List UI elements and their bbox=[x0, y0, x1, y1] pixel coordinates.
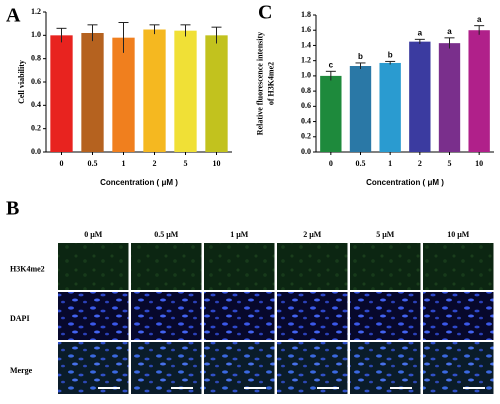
x-tick-label: 0.5 bbox=[88, 159, 98, 168]
y-tick-label: 0.0 bbox=[301, 147, 311, 156]
bar bbox=[379, 62, 401, 153]
y-tick-label: 1.6 bbox=[301, 25, 311, 34]
micrograph-tile bbox=[423, 243, 494, 290]
annotation: b bbox=[358, 52, 363, 61]
y-tick-label: 0.2 bbox=[31, 123, 41, 132]
micrograph-tile bbox=[58, 243, 129, 290]
annotation: a bbox=[477, 15, 482, 24]
micrograph-tile bbox=[277, 292, 348, 340]
error-bar bbox=[180, 24, 191, 37]
error-bar bbox=[474, 25, 485, 35]
bar bbox=[205, 35, 228, 153]
annotation: a bbox=[447, 27, 452, 36]
x-tick-label: 5 bbox=[448, 159, 452, 168]
micrograph-tile bbox=[131, 243, 202, 290]
annotation: c bbox=[329, 60, 334, 69]
y-tick-label: 1.2 bbox=[301, 55, 311, 64]
y-axis-label: Cell viability bbox=[17, 60, 26, 104]
y-tick-label: 1.0 bbox=[31, 30, 41, 39]
bar bbox=[50, 35, 73, 153]
y-tick-label: 0.6 bbox=[31, 77, 41, 86]
y-tick-label: 1.2 bbox=[31, 7, 41, 16]
micrograph-tile bbox=[423, 342, 494, 394]
error-bar bbox=[87, 24, 98, 42]
x-axis-label: Concentration ( μM ) bbox=[366, 178, 444, 187]
y-tick-label: 1.0 bbox=[301, 71, 311, 80]
micrograph-tile bbox=[204, 292, 275, 340]
column-label: 10 μM bbox=[447, 230, 470, 239]
annotation: a bbox=[418, 28, 423, 37]
error-bar bbox=[325, 70, 336, 81]
x-tick-label: 2 bbox=[153, 159, 157, 168]
micrograph-tile bbox=[350, 243, 421, 290]
x-tick-label: 10 bbox=[475, 159, 483, 168]
y-axis-label: of H3K4me2 bbox=[266, 62, 275, 105]
bar bbox=[320, 75, 342, 152]
x-tick-label: 0.5 bbox=[356, 159, 366, 168]
bar bbox=[81, 33, 104, 152]
panel-label: B bbox=[6, 198, 19, 220]
y-tick-label: 1.8 bbox=[301, 10, 311, 19]
row-label: DAPI bbox=[10, 314, 30, 323]
x-tick-label: 5 bbox=[184, 159, 188, 168]
error-bar bbox=[355, 62, 366, 70]
column-label: 0.5 μM bbox=[154, 230, 179, 239]
x-tick-label: 1 bbox=[388, 159, 392, 168]
micrograph-tile bbox=[350, 292, 421, 340]
micrograph-tile bbox=[204, 342, 275, 394]
bar bbox=[409, 41, 431, 153]
y-tick-label: 0.8 bbox=[31, 53, 41, 62]
micrograph-tile bbox=[204, 243, 275, 290]
bar bbox=[112, 37, 135, 152]
panel-label: A bbox=[6, 5, 21, 27]
column-label: 2 μM bbox=[303, 230, 322, 239]
column-label: 1 μM bbox=[230, 230, 249, 239]
annotation: b bbox=[388, 51, 393, 60]
x-tick-label: 10 bbox=[213, 159, 221, 168]
micrograph-tile bbox=[350, 342, 421, 394]
y-axis-label: Relative fluorescence intensity bbox=[255, 32, 264, 135]
error-bar bbox=[444, 37, 455, 49]
y-tick-label: 0.0 bbox=[31, 147, 41, 156]
error-bar bbox=[211, 26, 222, 44]
bar bbox=[174, 30, 197, 153]
y-tick-label: 0.2 bbox=[301, 132, 311, 141]
x-tick-label: 0 bbox=[329, 159, 333, 168]
y-tick-label: 0.4 bbox=[31, 100, 41, 109]
micrograph-tile bbox=[423, 292, 494, 340]
x-tick-label: 2 bbox=[418, 159, 422, 168]
error-bar bbox=[118, 22, 129, 53]
micrograph-tile bbox=[58, 292, 129, 340]
panel-label: C bbox=[258, 2, 272, 24]
row-label: H3K4me2 bbox=[10, 264, 45, 273]
micrograph-tile bbox=[131, 292, 202, 340]
error-bar bbox=[385, 60, 396, 65]
y-tick-label: 0.6 bbox=[301, 101, 311, 110]
y-tick-label: 0.4 bbox=[301, 116, 311, 125]
x-tick-label: 0 bbox=[60, 159, 64, 168]
bar bbox=[438, 43, 461, 152]
y-tick-label: 1.4 bbox=[301, 40, 311, 49]
bar bbox=[143, 29, 166, 152]
error-bar bbox=[149, 24, 160, 35]
bar bbox=[468, 30, 490, 152]
micrograph-tile bbox=[58, 342, 129, 394]
row-label: Merge bbox=[10, 366, 33, 375]
x-axis-label: Concentration ( μM ) bbox=[100, 178, 178, 187]
micrograph-grid: 0 μM 0.5 μM 1 μM 2 μM 5 μM 10 μM H3K4me2 DAPI Me… bbox=[10, 230, 494, 394]
error-bar bbox=[56, 27, 67, 43]
column-label: 0 μM bbox=[84, 230, 103, 239]
y-tick-label: 0.8 bbox=[301, 86, 311, 95]
error-bar bbox=[414, 38, 425, 44]
column-label: 5 μM bbox=[376, 230, 395, 239]
bar bbox=[349, 65, 372, 152]
micrograph-tile bbox=[277, 243, 348, 290]
x-tick-label: 1 bbox=[122, 159, 126, 168]
micrograph-tile bbox=[277, 342, 348, 394]
micrograph-tile bbox=[131, 342, 202, 394]
